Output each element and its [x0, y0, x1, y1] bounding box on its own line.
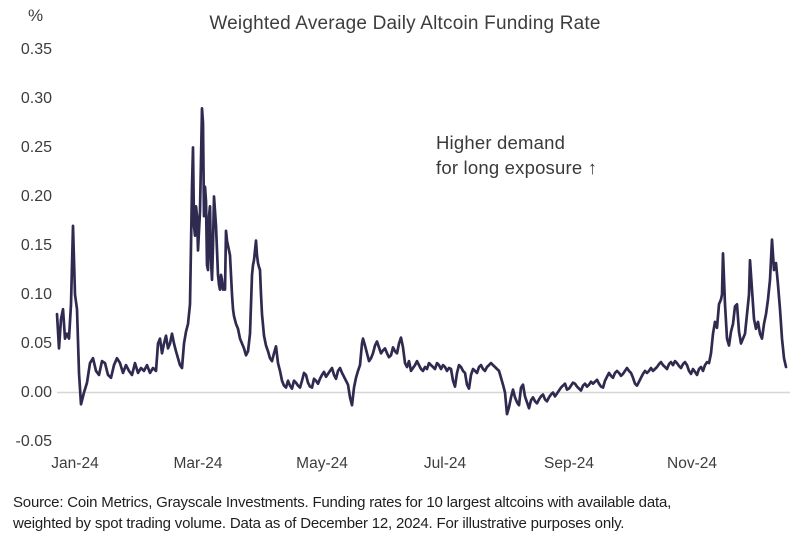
y-tick-label: 0.20: [20, 188, 52, 205]
x-tick-label: Mar-24: [173, 455, 223, 472]
y-tick-label: 0.35: [20, 41, 52, 58]
y-tick-label: -0.05: [15, 433, 52, 450]
y-tick-label: 0.00: [20, 384, 52, 401]
annotation-line-1: Higher demand: [436, 132, 566, 153]
y-tick-label: 0.10: [20, 286, 52, 303]
x-tick-label: Sep-24: [544, 455, 594, 472]
y-tick-label: 0.05: [20, 335, 52, 352]
source-line-1: Source: Coin Metrics, Grayscale Investme…: [13, 494, 672, 511]
y-tick-label: 0.25: [20, 139, 52, 156]
y-axis-tick-labels: 0.35 0.30 0.25 0.20 0.15 0.10 0.05 0.00 -0.05: [0, 0, 52, 460]
x-axis-tick-labels: Jan-24 Mar-24 May-24 Jul-24 Sep-24 Nov-24: [0, 455, 810, 475]
source-note: Source: Coin Metrics, Grayscale Investme…: [13, 492, 671, 534]
chart-title: Weighted Average Daily Altcoin Funding R…: [209, 13, 601, 34]
x-tick-label: May-24: [296, 455, 348, 472]
source-line-2: weighted by spot trading volume. Data as…: [13, 515, 625, 532]
x-tick-label: Nov-24: [667, 455, 717, 472]
y-axis-unit-label: %: [28, 6, 44, 25]
funding-rate-line: [55, 106, 788, 416]
x-tick-label: Jan-24: [51, 455, 99, 472]
y-tick-label: 0.30: [20, 90, 52, 107]
x-tick-label: Jul-24: [423, 455, 467, 472]
annotation-line-2: for long exposure ↑: [436, 156, 598, 178]
y-tick-label: 0.15: [20, 237, 52, 254]
annotation-higher-demand: Higher demand for long exposure ↑: [436, 131, 597, 180]
